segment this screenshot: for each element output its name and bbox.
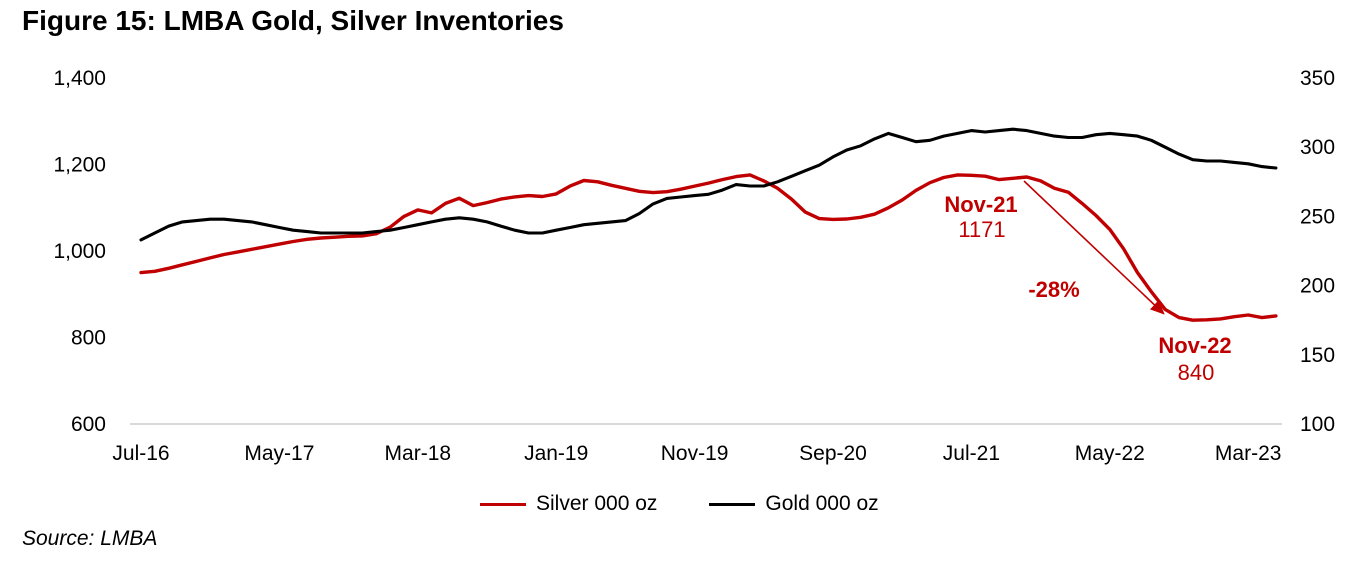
left-tick-800: 800 <box>71 327 106 350</box>
x-tick-Jul-16: Jul-16 <box>112 442 169 465</box>
right-tick-250: 250 <box>1300 205 1335 228</box>
x-tick-Mar-18: Mar-18 <box>385 442 452 465</box>
right-tick-100: 100 <box>1300 413 1335 436</box>
annotation-change-label: -28% <box>1028 277 1079 302</box>
right-axis-tick-labels: 350 300 250 200 150 100 <box>1300 67 1335 436</box>
right-tick-300: 300 <box>1300 136 1335 159</box>
left-tick-1,200: 1,200 <box>53 154 106 177</box>
legend-item-gold: Gold 000 oz <box>709 492 879 516</box>
silver-line-swatch <box>480 502 526 506</box>
annotation-trough-value: 840 <box>1178 360 1215 385</box>
annotation-peak-value: 1171 <box>958 217 1005 242</box>
gold-series-line <box>139 127 1278 242</box>
data-series-lines <box>139 127 1278 322</box>
left-tick-600: 600 <box>71 413 106 436</box>
figure-title: Figure 15: LMBA Gold, Silver Inventories <box>22 5 564 36</box>
annotation-trough-label: Nov-22 <box>1158 333 1231 358</box>
x-tick-May-22: May-22 <box>1075 442 1145 465</box>
silver-series-line <box>139 173 1278 322</box>
source-note: Source: LMBA <box>22 527 158 550</box>
x-tick-Jul-21: Jul-21 <box>943 442 1000 465</box>
x-tick-May-17: May-17 <box>244 442 314 465</box>
x-axis-tick-labels: Jul-16 May-17 Mar-18 Jan-19 Nov-19 Sep-20 Jul-… <box>112 442 1281 465</box>
legend-item-silver: Silver 000 oz <box>480 492 657 516</box>
annotation-peak-label: Nov-21 <box>944 192 1017 217</box>
legend-label-silver: Silver 000 oz <box>536 492 658 515</box>
x-tick-Sep-20: Sep-20 <box>799 442 867 465</box>
right-tick-200: 200 <box>1300 275 1335 298</box>
chart-legend: Silver 000 oz Gold 000 oz <box>480 492 879 516</box>
left-axis-tick-labels: 1,400 1,200 1,000 800 600 <box>53 67 106 436</box>
x-tick-Nov-19: Nov-19 <box>661 442 729 465</box>
left-tick-1,400: 1,400 <box>53 67 106 90</box>
x-tick-Jan-19: Jan-19 <box>524 442 588 465</box>
legend-label-gold: Gold 000 oz <box>765 492 879 515</box>
x-tick-Mar-23: Mar-23 <box>1215 442 1282 465</box>
decline-arrow <box>1023 180 1165 315</box>
right-tick-150: 150 <box>1300 344 1335 367</box>
left-tick-1,000: 1,000 <box>53 240 106 263</box>
gold-line-swatch <box>709 502 756 506</box>
right-tick-350: 350 <box>1300 67 1335 90</box>
